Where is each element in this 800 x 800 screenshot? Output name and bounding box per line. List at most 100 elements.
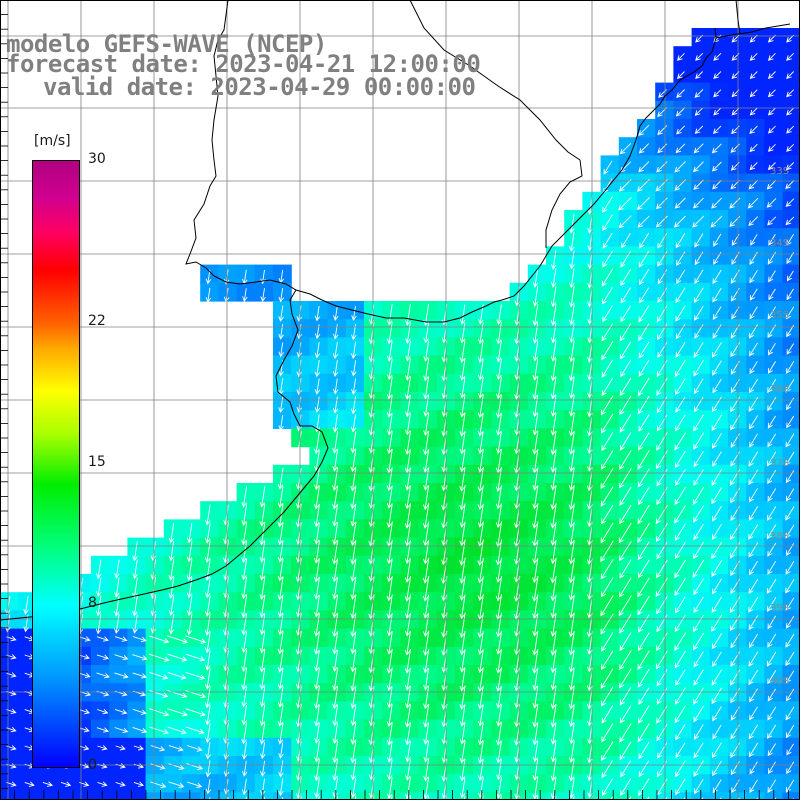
wind-arrow: [114, 577, 120, 598]
wind-arrow: [620, 305, 632, 323]
wind-arrow: [241, 540, 248, 564]
wind-arrow: [97, 745, 108, 751]
wind-arrow: [532, 741, 539, 763]
wind-speed-cell: [728, 628, 747, 648]
wind-arrow: [711, 669, 722, 686]
wind-arrow: [115, 781, 126, 787]
forecast-date: forecast date: 2023-04-21 12:00:00: [6, 50, 481, 78]
wind-arrow: [785, 633, 795, 648]
wind-speed-cell: [764, 592, 784, 611]
wind-speed-cell: [746, 701, 765, 721]
wind-arrow: [350, 740, 357, 764]
wind-arrow: [600, 540, 614, 563]
wind-arrow: [694, 107, 704, 116]
wind-arrow: [786, 107, 795, 116]
wind-arrow: [711, 742, 722, 759]
wind-arrow: [713, 89, 722, 98]
wind-arrow: [675, 469, 686, 486]
wind-arrow: [568, 630, 575, 656]
wind-arrow: [114, 613, 120, 635]
wind-arrow: [674, 632, 686, 652]
wind-arrow: [712, 125, 722, 135]
wind-arrow: [786, 306, 795, 320]
wind-arrow: [423, 685, 430, 710]
wind-speed-cell: [473, 792, 492, 800]
wind-arrow: [748, 451, 759, 467]
wind-arrow: [241, 504, 248, 526]
wind-arrow: [386, 613, 393, 637]
wind-arrow: [656, 632, 668, 652]
wind-speed-cell: [728, 792, 747, 800]
wind-arrow: [241, 576, 248, 600]
wind-arrow: [331, 612, 339, 638]
wind-arrow: [748, 669, 759, 686]
wind-arrow: [423, 449, 430, 473]
wind-arrow: [786, 270, 794, 282]
wind-arrow: [766, 524, 777, 540]
wind-arrow: [422, 539, 430, 565]
wind-arrow: [404, 540, 411, 565]
wind-arrow: [694, 269, 704, 285]
wind-arrow: [748, 179, 759, 190]
wind-arrow: [204, 522, 211, 544]
wind-arrow: [693, 669, 704, 686]
wind-arrow: [749, 706, 758, 721]
wind-arrow: [767, 107, 776, 116]
wind-arrow: [495, 394, 502, 419]
wind-arrow: [331, 539, 339, 565]
wind-arrow: [332, 378, 339, 395]
wind-arrow: [24, 781, 35, 787]
wind-arrow: [386, 467, 393, 492]
wind-arrow: [619, 632, 632, 652]
wind-arrow: [712, 342, 722, 358]
wind-arrow: [477, 557, 484, 584]
wind-arrow: [711, 541, 723, 560]
wind-arrow: [350, 449, 357, 473]
wind-arrow: [96, 636, 109, 642]
wind-arrow: [785, 451, 795, 466]
wind-arrow: [550, 449, 557, 473]
wind-arrow: [96, 727, 110, 733]
wind-arrow: [656, 650, 668, 670]
wind-arrow: [619, 468, 632, 489]
wind-arrow: [712, 760, 722, 777]
wind-arrow: [712, 433, 722, 449]
wind-arrow: [711, 687, 722, 705]
wind-arrow: [748, 396, 759, 413]
wind-arrow: [314, 777, 320, 799]
wind-arrow: [693, 179, 704, 191]
wind-arrow: [259, 613, 266, 636]
wind-speed-cell: [163, 792, 183, 800]
wind-arrow: [638, 305, 650, 323]
wind-arrow: [568, 667, 575, 691]
wind-arrow: [314, 649, 320, 672]
wind-arrow: [386, 558, 393, 583]
wind-arrow: [749, 162, 758, 171]
wind-arrow: [459, 358, 466, 382]
wind-arrow: [694, 305, 704, 321]
wind-arrow: [278, 378, 284, 396]
wind-arrow: [259, 558, 266, 581]
wind-arrow: [150, 745, 166, 752]
wind-arrow: [185, 690, 207, 699]
wind-arrow: [676, 71, 685, 80]
wind-arrow: [532, 686, 539, 709]
wind-arrow: [568, 503, 575, 529]
wind-arrow: [495, 558, 502, 583]
wind-arrow: [277, 486, 284, 509]
wind-arrow: [495, 466, 502, 493]
wind-arrow: [620, 760, 632, 778]
wind-arrow: [185, 653, 206, 662]
wind-arrow: [767, 743, 776, 757]
wind-arrow: [313, 685, 320, 710]
wind-arrow: [785, 379, 795, 393]
latitude-label: 40S: [770, 676, 790, 687]
wind-speed-cell: [637, 756, 656, 775]
wind-arrow: [600, 577, 614, 598]
wind-arrow: [132, 595, 138, 617]
wind-arrow: [186, 745, 203, 752]
wind-arrow: [532, 448, 539, 474]
wind-arrow: [785, 216, 795, 226]
wind-arrow: [405, 741, 411, 763]
